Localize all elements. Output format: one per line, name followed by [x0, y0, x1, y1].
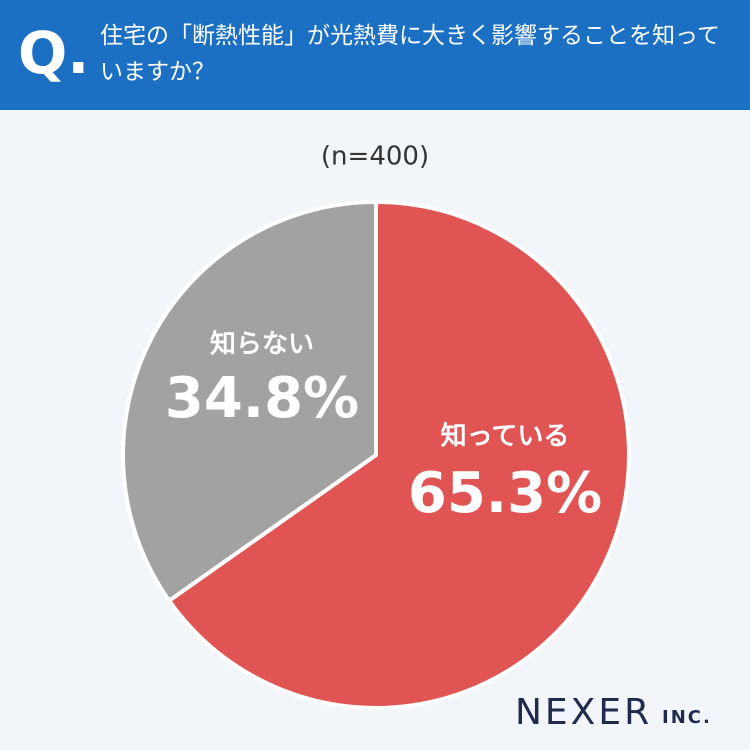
pie-slice [167, 200, 631, 710]
question: 住宅の「断熱性能」が光熱費に大きく影響することを知っていますか？ [100, 23, 720, 85]
pie-slice [121, 200, 378, 603]
value-label: 34.8% [165, 366, 359, 431]
slice-label: 知っている [441, 422, 570, 452]
slice-label: 知らない [210, 330, 314, 360]
logo-name: NEXER [515, 692, 652, 733]
header: Q. 住宅の「断熱性能」が光熱費に大きく影響することを知っていますか？ [0, 0, 750, 110]
question-marker: Q. [18, 19, 90, 87]
subtitle: (n=400) [321, 142, 429, 172]
value-label: 65.3% [408, 461, 602, 526]
logo-suffix: INC. [662, 707, 712, 728]
